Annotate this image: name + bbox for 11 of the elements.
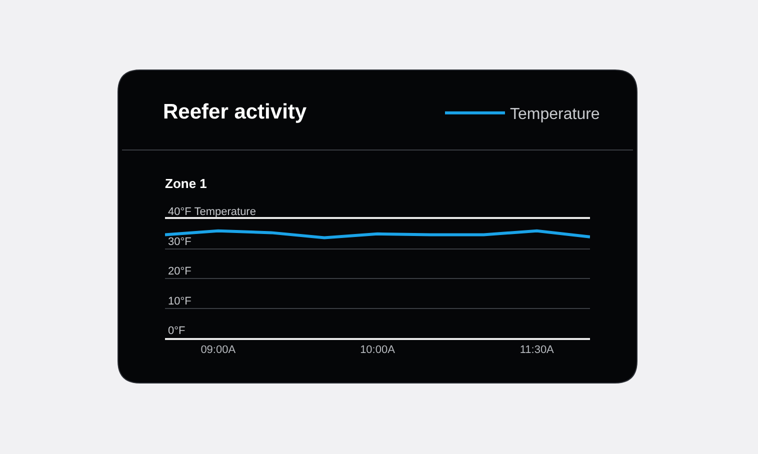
chart-title: Reefer activity xyxy=(163,100,307,124)
y-tick-label: 10°F xyxy=(168,295,192,308)
x-tick-label: 10:00A xyxy=(360,344,396,356)
y-tick-label: 0°F xyxy=(168,325,186,338)
y-tick-label: 40°F Temperature xyxy=(168,206,256,218)
x-tick-label: 11:30A xyxy=(520,344,555,356)
y-tick-label: 30°F xyxy=(168,236,192,248)
chart-subtitle: Zone 1 xyxy=(165,176,207,191)
legend-label: Temperature xyxy=(510,106,600,124)
x-tick-label: 09:00A xyxy=(200,344,236,356)
y-tick-label: 20°F xyxy=(168,266,192,278)
